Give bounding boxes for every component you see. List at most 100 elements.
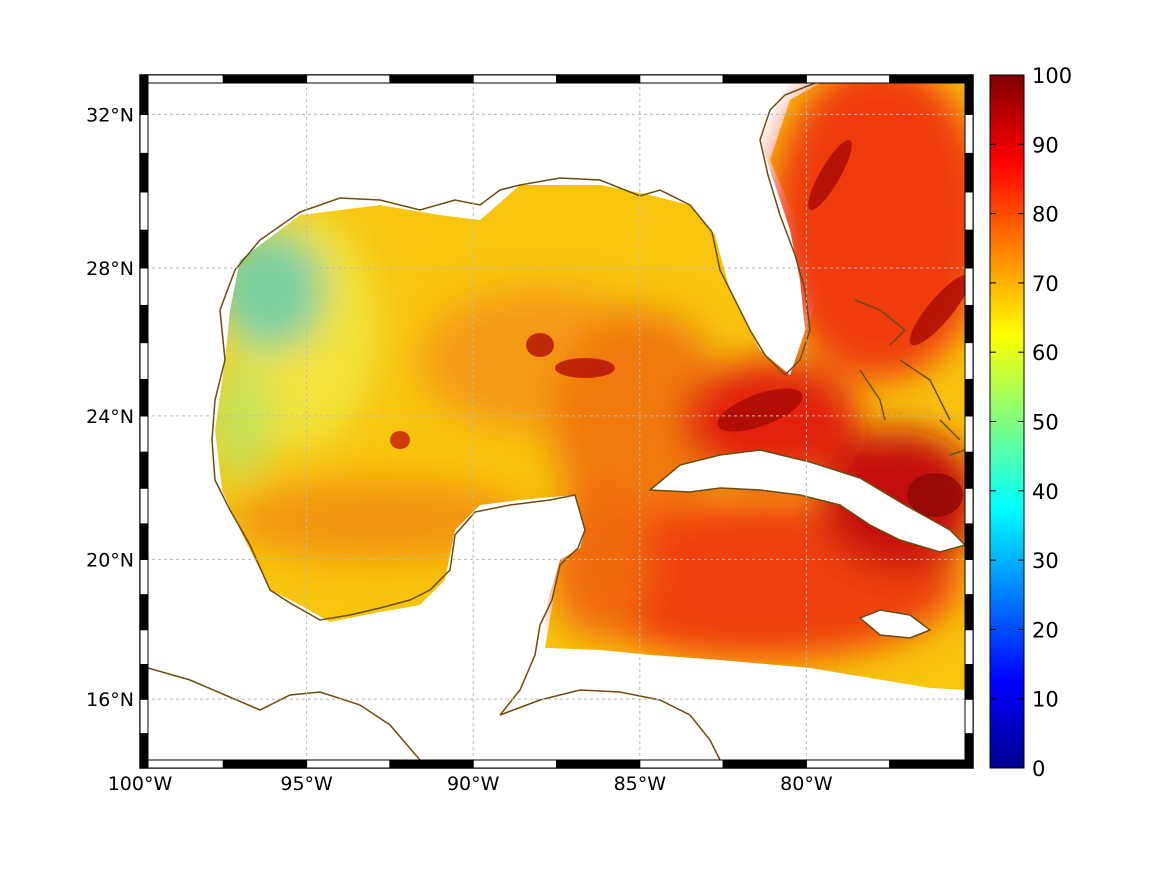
y-axis-labels: 32°N 28°N 24°N 20°N 16°N (86, 104, 134, 711)
us-gulf-coast (148, 83, 600, 310)
cuba-north-streak (717, 388, 803, 432)
frame-segment-right (964, 698, 974, 735)
frame-segment-top (639, 74, 724, 84)
frame-segment-right (964, 664, 974, 700)
frame-segment-left (139, 415, 149, 453)
frame-segment-bottom (889, 759, 974, 769)
frame-segment-right (964, 558, 974, 596)
frame-segment-right (964, 415, 974, 453)
us-gulf-coastline (219, 177, 713, 311)
atlantic-patch (770, 83, 965, 380)
frame-segment-left (139, 558, 149, 596)
loop-eddy (555, 358, 615, 378)
colorbar-tick-label: 100 (1032, 64, 1072, 88)
cyclone-spot (390, 431, 410, 449)
x-tick-label: 85°W (614, 773, 667, 795)
x-tick-label: 80°W (780, 773, 833, 795)
frame-segment-right (964, 733, 974, 769)
frame-segment-top (889, 74, 974, 84)
atlantic-streak (808, 140, 852, 210)
frame-segment-top (805, 74, 891, 84)
frame-segment-left (139, 487, 149, 525)
frame-segment-top (222, 74, 308, 84)
frame-segment-bottom (139, 759, 224, 769)
colorbar-tick-label: 50 (1032, 411, 1059, 435)
land-masks (148, 83, 965, 760)
colorbar-ticks: 0 10 20 30 40 50 60 70 80 90 100 (990, 64, 1072, 781)
frame-segment-right (964, 229, 974, 269)
cuba-island (650, 450, 965, 552)
yucatan-peninsula (400, 495, 585, 720)
frame-segment-left (139, 267, 149, 306)
frame-segment-top (722, 74, 807, 84)
frame-segment-right (964, 594, 974, 631)
frame-segment-left (139, 664, 149, 700)
colorbar-tick-label: 80 (1032, 203, 1059, 227)
map-frame (139, 74, 974, 769)
bahamas-coastline (854, 299, 961, 441)
frame-segment-left (139, 74, 149, 115)
colorbar-tick-label: 20 (1032, 618, 1059, 642)
frame-segment-right (964, 191, 974, 231)
x-tick-label: 90°W (447, 773, 500, 795)
colorbar-tick-label: 10 (1032, 688, 1059, 712)
atlantic-streak-2 (909, 274, 965, 346)
frame-segment-left (139, 733, 149, 769)
yucatan-east-coastline (499, 547, 579, 716)
x-axis-labels: 100°W 95°W 90°W 85°W 80°W (108, 773, 833, 795)
frame-segment-left (139, 451, 149, 489)
hispaniola-coastline (949, 449, 965, 456)
x-tick-label: 95°W (280, 773, 333, 795)
frame-segment-bottom (722, 759, 807, 769)
colorbar: 0 10 20 30 40 50 60 70 80 90 100 (989, 64, 1072, 781)
frame-segment-right (964, 451, 974, 489)
frame-segment-top (139, 74, 224, 84)
frame-segment-right (964, 152, 974, 193)
y-tick-label: 16°N (86, 689, 134, 711)
haiti-spot (907, 473, 963, 517)
frame-segment-right (964, 304, 974, 344)
frame-segment-right (964, 629, 974, 666)
colorbar-tick-label: 60 (1032, 341, 1059, 365)
mexico-west-coast (148, 310, 480, 710)
frame-segment-left (139, 698, 149, 735)
frame-segment-left (139, 594, 149, 631)
frame-segment-top (306, 74, 391, 84)
florida-peninsula (600, 83, 805, 375)
y-tick-label: 28°N (86, 258, 134, 280)
colorbar-tick-label: 0 (1032, 757, 1045, 781)
southern-strip (545, 648, 965, 760)
frame-segment-bottom (805, 759, 891, 769)
frame-segment-right (964, 113, 974, 154)
frame-segment-right (964, 487, 974, 525)
cuba-coastline (648, 449, 965, 553)
colorbar-tick-label: 40 (1032, 480, 1059, 504)
central-america (148, 660, 720, 760)
frame-segment-top (472, 74, 558, 84)
frame-segment-left (139, 342, 149, 380)
frame-segment-left (139, 152, 149, 193)
loop-eddy-2 (526, 333, 554, 357)
jamaica-coastline (858, 609, 932, 639)
y-tick-label: 32°N (86, 104, 134, 126)
nw-gulf-cool-patch-2 (205, 360, 275, 480)
coastlines (148, 83, 965, 760)
frame-segment-right (964, 378, 974, 417)
frame-segment-bottom (639, 759, 724, 769)
frame-segment-bottom (222, 759, 308, 769)
frame-segment-bottom (389, 759, 474, 769)
frame-segment-left (139, 629, 149, 666)
frame-segment-bottom (306, 759, 391, 769)
frame-segment-left (139, 229, 149, 269)
frame-segment-right (964, 342, 974, 380)
colorbar-tick-label: 90 (1032, 133, 1059, 157)
frame-segment-top (389, 74, 474, 84)
frame-segment-left (139, 113, 149, 154)
central-america-coastline (148, 667, 421, 760)
frame-segment-right (964, 523, 974, 560)
mexico-coastline (211, 309, 586, 621)
y-tick-label: 24°N (86, 406, 134, 428)
frame-segment-top (556, 74, 641, 84)
frame-segment-left (139, 191, 149, 231)
